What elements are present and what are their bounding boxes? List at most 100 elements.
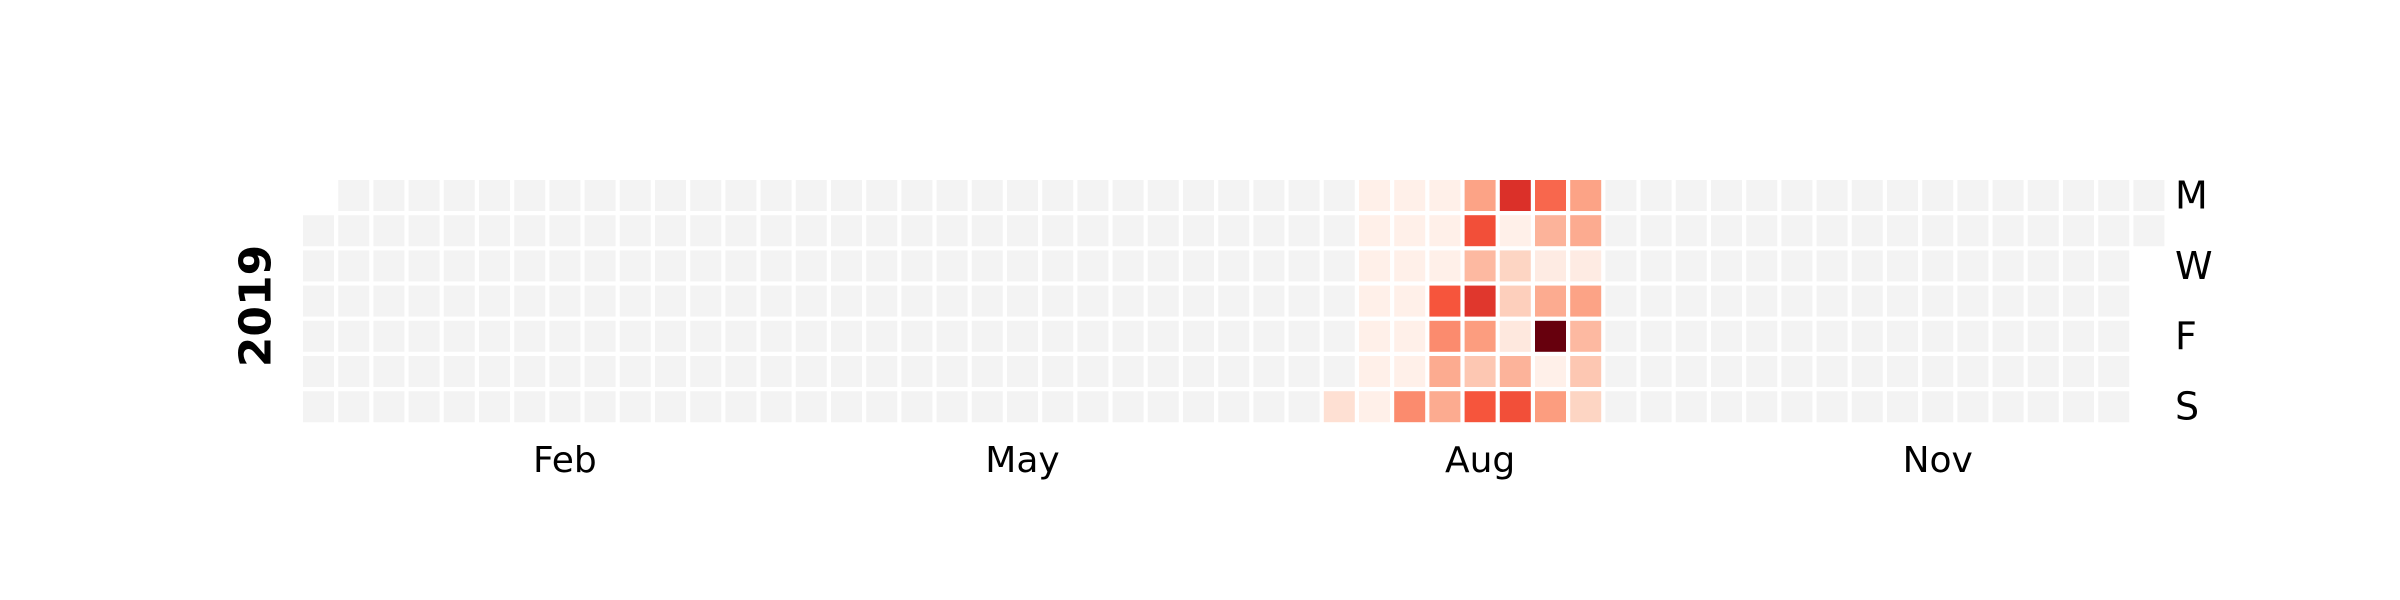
- heatmap-cell: [1887, 215, 1918, 247]
- heatmap-cell: [831, 320, 862, 352]
- heatmap-cell: [1077, 215, 1109, 247]
- heatmap-cell: [303, 250, 334, 282]
- heatmap-cell: [1922, 285, 1954, 317]
- heatmap-cell: [619, 320, 651, 352]
- heatmap-cell: [1922, 320, 1954, 352]
- heatmap-cell: [373, 215, 405, 247]
- heatmap-cell: [443, 180, 475, 211]
- heatmap-cell: [1253, 285, 1285, 317]
- heatmap-cell: [866, 285, 898, 317]
- heatmap-cell: [1464, 356, 1496, 387]
- heatmap-cell: [1394, 391, 1426, 423]
- heatmap-cell: [1781, 285, 1813, 317]
- heatmap-cell: [1007, 356, 1038, 387]
- heatmap-cell: [936, 391, 968, 423]
- heatmap-cell: [303, 391, 334, 423]
- heatmap-cell: [1394, 180, 1426, 211]
- heatmap-cell: [1605, 285, 1637, 317]
- month-labels: Feb May Aug Nov: [533, 440, 1973, 481]
- heatmap-cell: [1218, 320, 1250, 352]
- heatmap-cell: [831, 285, 862, 317]
- heatmap-cell: [549, 285, 581, 317]
- heatmap-cell: [1183, 320, 1214, 352]
- heatmap-cell: [655, 285, 686, 317]
- heatmap-cell: [655, 391, 686, 423]
- heatmap-cell: [408, 250, 440, 282]
- heatmap-cell: [901, 285, 933, 317]
- heatmap-cell: [655, 250, 686, 282]
- heatmap-cell: [866, 180, 898, 211]
- heatmap-cell: [1957, 320, 1989, 352]
- heatmap-cell: [1183, 250, 1214, 282]
- heatmap-cell: [1499, 391, 1531, 423]
- heatmap-cell: [690, 320, 722, 352]
- heatmap-cell: [831, 180, 862, 211]
- heatmap-cell: [1429, 250, 1461, 282]
- heatmap-cell: [1042, 285, 1074, 317]
- heatmap-cell: [795, 180, 827, 211]
- heatmap-cell: [619, 391, 651, 423]
- heatmap-cell: [1429, 320, 1461, 352]
- heatmap-cell: [584, 356, 616, 387]
- heatmap-cell: [2027, 285, 2059, 317]
- heatmap-cell: [1112, 356, 1144, 387]
- heatmap-cell: [901, 320, 933, 352]
- heatmap-cell: [1288, 180, 1320, 211]
- heatmap-cell: [1746, 320, 1778, 352]
- heatmap-cell: [2098, 180, 2130, 211]
- heatmap-cell: [408, 215, 440, 247]
- heatmap-cell: [1851, 356, 1883, 387]
- heatmap-cell: [971, 391, 1003, 423]
- heatmap-cell: [1605, 356, 1637, 387]
- heatmap-cell: [2027, 250, 2059, 282]
- month-label: Aug: [1445, 440, 1515, 481]
- heatmap-cell: [2133, 215, 2165, 247]
- heatmap-cell: [1323, 250, 1355, 282]
- heatmap-cell: [1887, 391, 1918, 423]
- heatmap-cell: [1640, 250, 1672, 282]
- heatmap-cell: [1042, 320, 1074, 352]
- heatmap-cell: [584, 320, 616, 352]
- heatmap-cell: [1746, 356, 1778, 387]
- heatmap-cell: [443, 215, 475, 247]
- heatmap-cell: [725, 356, 757, 387]
- heatmap-cell: [971, 180, 1003, 211]
- heatmap-cell: [479, 285, 510, 317]
- heatmap-cell: [866, 250, 898, 282]
- heatmap-cell: [655, 320, 686, 352]
- heatmap-cell: [936, 180, 968, 211]
- heatmap-cell: [690, 250, 722, 282]
- heatmap-cell: [1323, 285, 1355, 317]
- heatmap-cell: [1499, 356, 1531, 387]
- heatmap-cell: [584, 250, 616, 282]
- heatmap-cell: [1464, 250, 1496, 282]
- heatmap-cell: [1323, 180, 1355, 211]
- heatmap-cell: [373, 180, 405, 211]
- heatmap-cell: [1218, 215, 1250, 247]
- heatmap-cell: [479, 356, 510, 387]
- heatmap-cell: [1253, 215, 1285, 247]
- heatmap-cell: [866, 320, 898, 352]
- heatmap-cell: [1183, 391, 1214, 423]
- heatmap-cell: [1077, 320, 1109, 352]
- heatmap-cell: [1218, 356, 1250, 387]
- heatmap-cell: [2098, 391, 2130, 423]
- heatmap-cell: [1992, 391, 2024, 423]
- heatmap-cell: [373, 391, 405, 423]
- heatmap-cell: [514, 356, 546, 387]
- heatmap-cell: [1570, 250, 1602, 282]
- heatmap-cell: [1957, 250, 1989, 282]
- heatmap-cell: [1535, 356, 1566, 387]
- heatmap-cell: [690, 180, 722, 211]
- heatmap-cell: [1992, 356, 2024, 387]
- heatmap-cell: [443, 285, 475, 317]
- heatmap-cell: [1147, 180, 1179, 211]
- heatmap-cell: [1640, 320, 1672, 352]
- heatmap-cell: [1112, 391, 1144, 423]
- heatmap-cell: [831, 215, 862, 247]
- heatmap-cell: [619, 180, 651, 211]
- heatmap-cell: [1429, 215, 1461, 247]
- heatmap-cell: [303, 215, 334, 247]
- heatmap-cell: [901, 250, 933, 282]
- heatmap-cell: [866, 391, 898, 423]
